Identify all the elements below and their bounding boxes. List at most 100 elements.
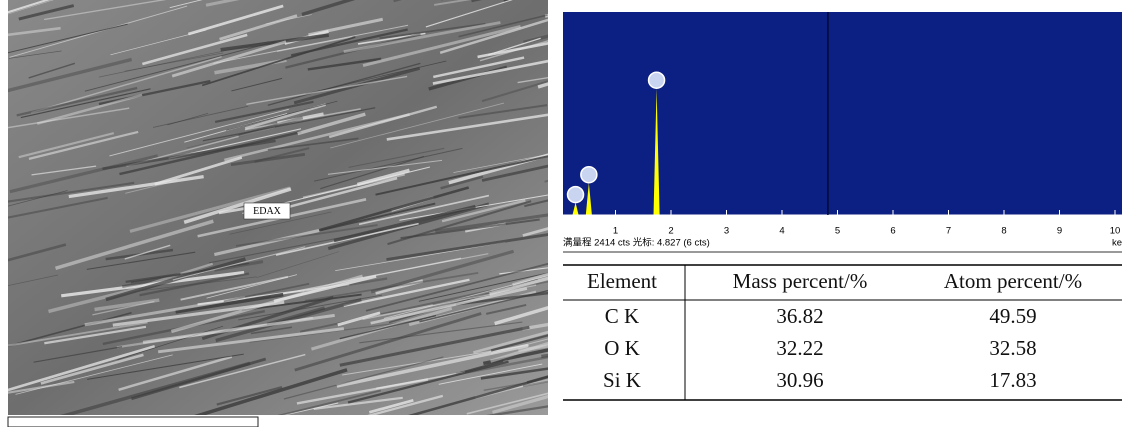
sem-streak [301,0,356,17]
sem-streak [8,196,108,219]
sem-streak [399,194,548,221]
sem-streak [225,100,338,131]
sem-streak [347,360,509,404]
sem-streak [186,129,259,149]
sem-streak [473,330,548,354]
sem-streak [524,199,548,208]
sem-streak [265,14,312,25]
table-cell: 17.83 [989,368,1036,392]
sem-streak [359,321,523,344]
sem-streak [299,289,492,333]
sem-streak [481,80,548,103]
sem-streak [307,57,382,71]
sem-streak [256,251,340,278]
spectrum-background [563,12,1122,215]
sem-streak [180,275,289,301]
sem-streak [440,175,484,190]
sem-streak [330,102,505,149]
sem-streak [142,313,335,344]
sem-streak [16,86,138,117]
sem-streak [167,113,209,126]
sem-streak [327,159,443,175]
sem-streak [8,190,68,207]
table-cell: 36.82 [776,304,823,328]
sem-streak [408,375,548,415]
sem-streak [438,363,543,385]
sem-streak [336,343,529,388]
sem-streak [358,194,490,226]
sem-streak [433,56,525,79]
x-tick-label: 10 [1110,226,1121,237]
sem-streak [343,21,501,54]
sem-streak [257,417,309,427]
sem-streak [152,105,249,128]
sem-streak [386,113,548,141]
image-label: EDAX [253,206,282,217]
sem-streak [494,305,548,326]
sem-streak [20,88,151,119]
sem-streak [170,274,364,334]
sem-streak [219,14,298,41]
sem-streak [267,62,421,106]
x-axis-label: keV [1112,238,1122,249]
sem-streak [367,394,444,415]
table-cell: O K [604,336,640,360]
sem-streak [270,257,462,297]
sem-streak [488,37,541,56]
sem-streak [492,394,548,414]
sem-streak [84,40,277,92]
sem-streak [277,112,324,125]
status-text: 满量程 2414 cts 光标: 4.827 (6 cts) [563,237,710,249]
sem-streak [8,311,132,347]
sem-streak [318,186,470,232]
spectrum-plot [563,71,1122,215]
sem-streak [333,204,476,243]
sem-streak [157,327,345,354]
sem-streak [183,187,292,224]
sem-streak [489,276,548,296]
sem-streak [375,279,424,295]
sem-streak [285,33,421,69]
sem-streak [250,326,293,335]
sem-streak [129,186,291,233]
x-tick-label: 3 [724,226,729,237]
sem-streak [304,271,479,302]
x-tick-label: 8 [1001,226,1006,237]
table-cell: 30.96 [776,368,823,392]
table-cell: 32.58 [989,336,1036,360]
sem-streak [94,298,160,312]
sem-streak [486,405,548,415]
sem-streak [92,300,155,316]
sem-streak [479,40,548,62]
sem-streak [84,296,246,327]
sem-streak [490,334,548,352]
sem-streak [55,219,214,270]
sem-streak [283,356,444,400]
sem-streak [214,228,320,257]
sem-streak [130,262,250,284]
sem-streak [125,180,178,194]
sem-streak [154,156,243,186]
sem-streak [400,218,540,240]
sem-streak [8,26,61,37]
sem-streak [142,276,257,292]
sem-streak [294,312,482,372]
sem-streak [235,224,378,247]
sem-streak [481,164,548,182]
sem-streak [231,77,283,92]
sem-streak [455,291,548,306]
sem-streak [223,282,310,303]
sem-streak [482,348,548,366]
sem-streak [169,0,203,9]
sem-streak [215,298,362,343]
sem-streak [8,0,54,15]
sem-streak [36,93,143,125]
sem-streak [8,380,75,394]
sem-streak [86,251,196,270]
sem-streak [432,59,548,85]
sem-streak [244,103,327,130]
table-header: Mass percent/% [733,269,868,293]
sem-streak [124,52,224,72]
table-cell: C K [605,304,639,328]
